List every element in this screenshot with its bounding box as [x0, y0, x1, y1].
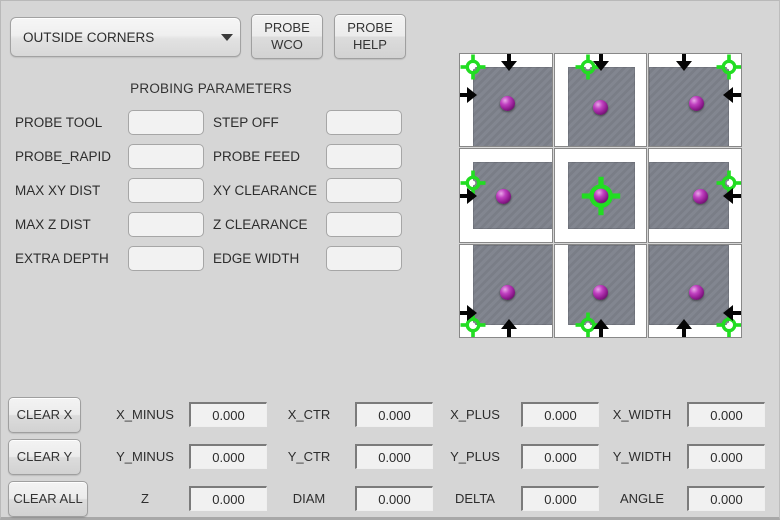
- probe-direction-arrow-up: [676, 318, 693, 337]
- input-step-off[interactable]: [326, 110, 402, 135]
- field-delta[interactable]: 0.000: [521, 486, 599, 511]
- probe-direction-arrow-up: [593, 318, 610, 337]
- label-probe-tool: PROBE TOOL: [15, 115, 103, 130]
- probe-tile-middle-left[interactable]: [459, 148, 553, 243]
- probe-tile-top-left[interactable]: [459, 53, 553, 148]
- crosshair-target-icon: [460, 54, 486, 80]
- probe-ball-icon: [500, 96, 515, 111]
- probe-direction-arrow-right: [459, 187, 479, 204]
- input-z-clearance[interactable]: [326, 212, 402, 237]
- label-y-plus: Y_PLUS: [450, 449, 500, 464]
- crosshair-target-icon: [581, 176, 621, 216]
- probe-ball-icon: [592, 100, 608, 115]
- input-max-z-dist[interactable]: [128, 212, 204, 237]
- clear-x-button[interactable]: CLEAR X: [8, 397, 81, 433]
- field-z[interactable]: 0.000: [189, 486, 267, 511]
- probe-mode-value: OUTSIDE CORNERS: [23, 29, 155, 45]
- label-x-plus: X_PLUS: [450, 407, 500, 422]
- field-x-ctr[interactable]: 0.000: [355, 402, 433, 427]
- field-y-minus[interactable]: 0.000: [189, 444, 267, 469]
- probe-tile-top-center[interactable]: [553, 53, 648, 148]
- clear-all-button[interactable]: CLEAR ALL: [8, 481, 88, 517]
- probe-help-line1: PROBE: [347, 20, 393, 36]
- clear-all-label: CLEAR ALL: [13, 490, 83, 506]
- label-z: Z: [141, 491, 149, 506]
- label-step-off: STEP OFF: [213, 115, 279, 130]
- probe-ball-icon: [693, 189, 709, 205]
- probe-tile-top-right[interactable]: [648, 53, 742, 148]
- input-edge-width[interactable]: [326, 246, 402, 271]
- input-max-xy-dist[interactable]: [128, 178, 204, 203]
- label-delta: DELTA: [455, 491, 495, 506]
- probe-tile-bottom-center[interactable]: [553, 243, 648, 338]
- probe-tile-middle-right[interactable]: [648, 148, 742, 243]
- probe-ball-icon: [592, 284, 608, 300]
- field-y-plus[interactable]: 0.000: [521, 444, 599, 469]
- field-y-width[interactable]: 0.000: [687, 444, 765, 469]
- label-xy-clearance: XY CLEARANCE: [213, 183, 318, 198]
- label-z-clearance: Z CLEARANCE: [213, 217, 308, 232]
- field-y-ctr[interactable]: 0.000: [355, 444, 433, 469]
- probe-help-line2: HELP: [353, 36, 387, 52]
- label-y-width: Y_WIDTH: [612, 449, 672, 464]
- probe-direction-arrow-down: [676, 54, 693, 73]
- input-probe-rapid[interactable]: [128, 144, 204, 169]
- probe-direction-arrow-right: [459, 87, 479, 103]
- label-x-minus: X_MINUS: [116, 407, 174, 422]
- probe-wco-line2: WCO: [271, 36, 303, 52]
- label-angle: ANGLE: [619, 491, 665, 506]
- probe-direction-arrow-right: [459, 304, 479, 321]
- chevron-down-icon: [214, 33, 240, 41]
- crosshair-target-icon: [716, 54, 741, 80]
- label-y-minus: Y_MINUS: [116, 449, 174, 464]
- input-probe-feed[interactable]: [326, 144, 402, 169]
- label-probe-rapid: PROBE_RAPID: [15, 149, 112, 164]
- label-probe-feed: PROBE FEED: [213, 149, 301, 164]
- field-x-minus[interactable]: 0.000: [189, 402, 267, 427]
- probe-wco-line1: PROBE: [264, 20, 310, 36]
- label-max-xy-dist: MAX XY DIST: [15, 183, 101, 198]
- input-xy-clearance[interactable]: [326, 178, 402, 203]
- probe-tile-center[interactable]: [553, 148, 648, 243]
- label-max-z-dist: MAX Z DIST: [15, 217, 91, 232]
- label-x-ctr: X_CTR: [287, 407, 331, 422]
- probe-help-button[interactable]: PROBE HELP: [334, 14, 406, 59]
- material-block: [649, 244, 730, 325]
- probe-ball-icon: [593, 188, 609, 204]
- field-x-width[interactable]: 0.000: [687, 402, 765, 427]
- probe-direction-arrow-down: [501, 54, 517, 73]
- clear-y-label: CLEAR Y: [16, 448, 73, 464]
- label-y-ctr: Y_CTR: [287, 449, 331, 464]
- probe-tile-bottom-right[interactable]: [648, 243, 742, 338]
- material-block: [473, 162, 552, 230]
- input-extra-depth[interactable]: [128, 246, 204, 271]
- probe-direction-arrow-up: [501, 318, 517, 337]
- field-diam[interactable]: 0.000: [355, 486, 433, 511]
- material-block: [473, 244, 552, 325]
- input-probe-tool[interactable]: [128, 110, 204, 135]
- field-x-plus[interactable]: 0.000: [521, 402, 599, 427]
- probe-direction-arrow-left: [723, 187, 741, 204]
- probing-parameters-title: PROBING PARAMETERS: [130, 81, 292, 96]
- probe-direction-arrow-left: [723, 304, 741, 321]
- probe-tile-bottom-left[interactable]: [459, 243, 553, 338]
- field-angle[interactable]: 0.000: [687, 486, 765, 511]
- probe-direction-arrow-left: [723, 87, 741, 103]
- clear-x-label: CLEAR X: [16, 406, 73, 422]
- probe-corner-grid[interactable]: [459, 53, 742, 338]
- clear-y-button[interactable]: CLEAR Y: [8, 439, 81, 475]
- probe-direction-arrow-down: [593, 54, 610, 73]
- label-x-width: X_WIDTH: [612, 407, 672, 422]
- label-edge-width: EDGE WIDTH: [213, 251, 300, 266]
- probe-ball-icon: [500, 284, 515, 300]
- probe-ball-icon: [689, 96, 705, 111]
- label-extra-depth: EXTRA DEPTH: [15, 251, 109, 266]
- label-diam: DIAM: [292, 491, 326, 506]
- probe-ball-icon: [689, 284, 705, 300]
- probe-mode-select[interactable]: OUTSIDE CORNERS: [10, 17, 241, 57]
- probe-wco-button[interactable]: PROBE WCO: [251, 14, 323, 59]
- material-block: [649, 162, 730, 230]
- probe-ball-icon: [496, 189, 511, 205]
